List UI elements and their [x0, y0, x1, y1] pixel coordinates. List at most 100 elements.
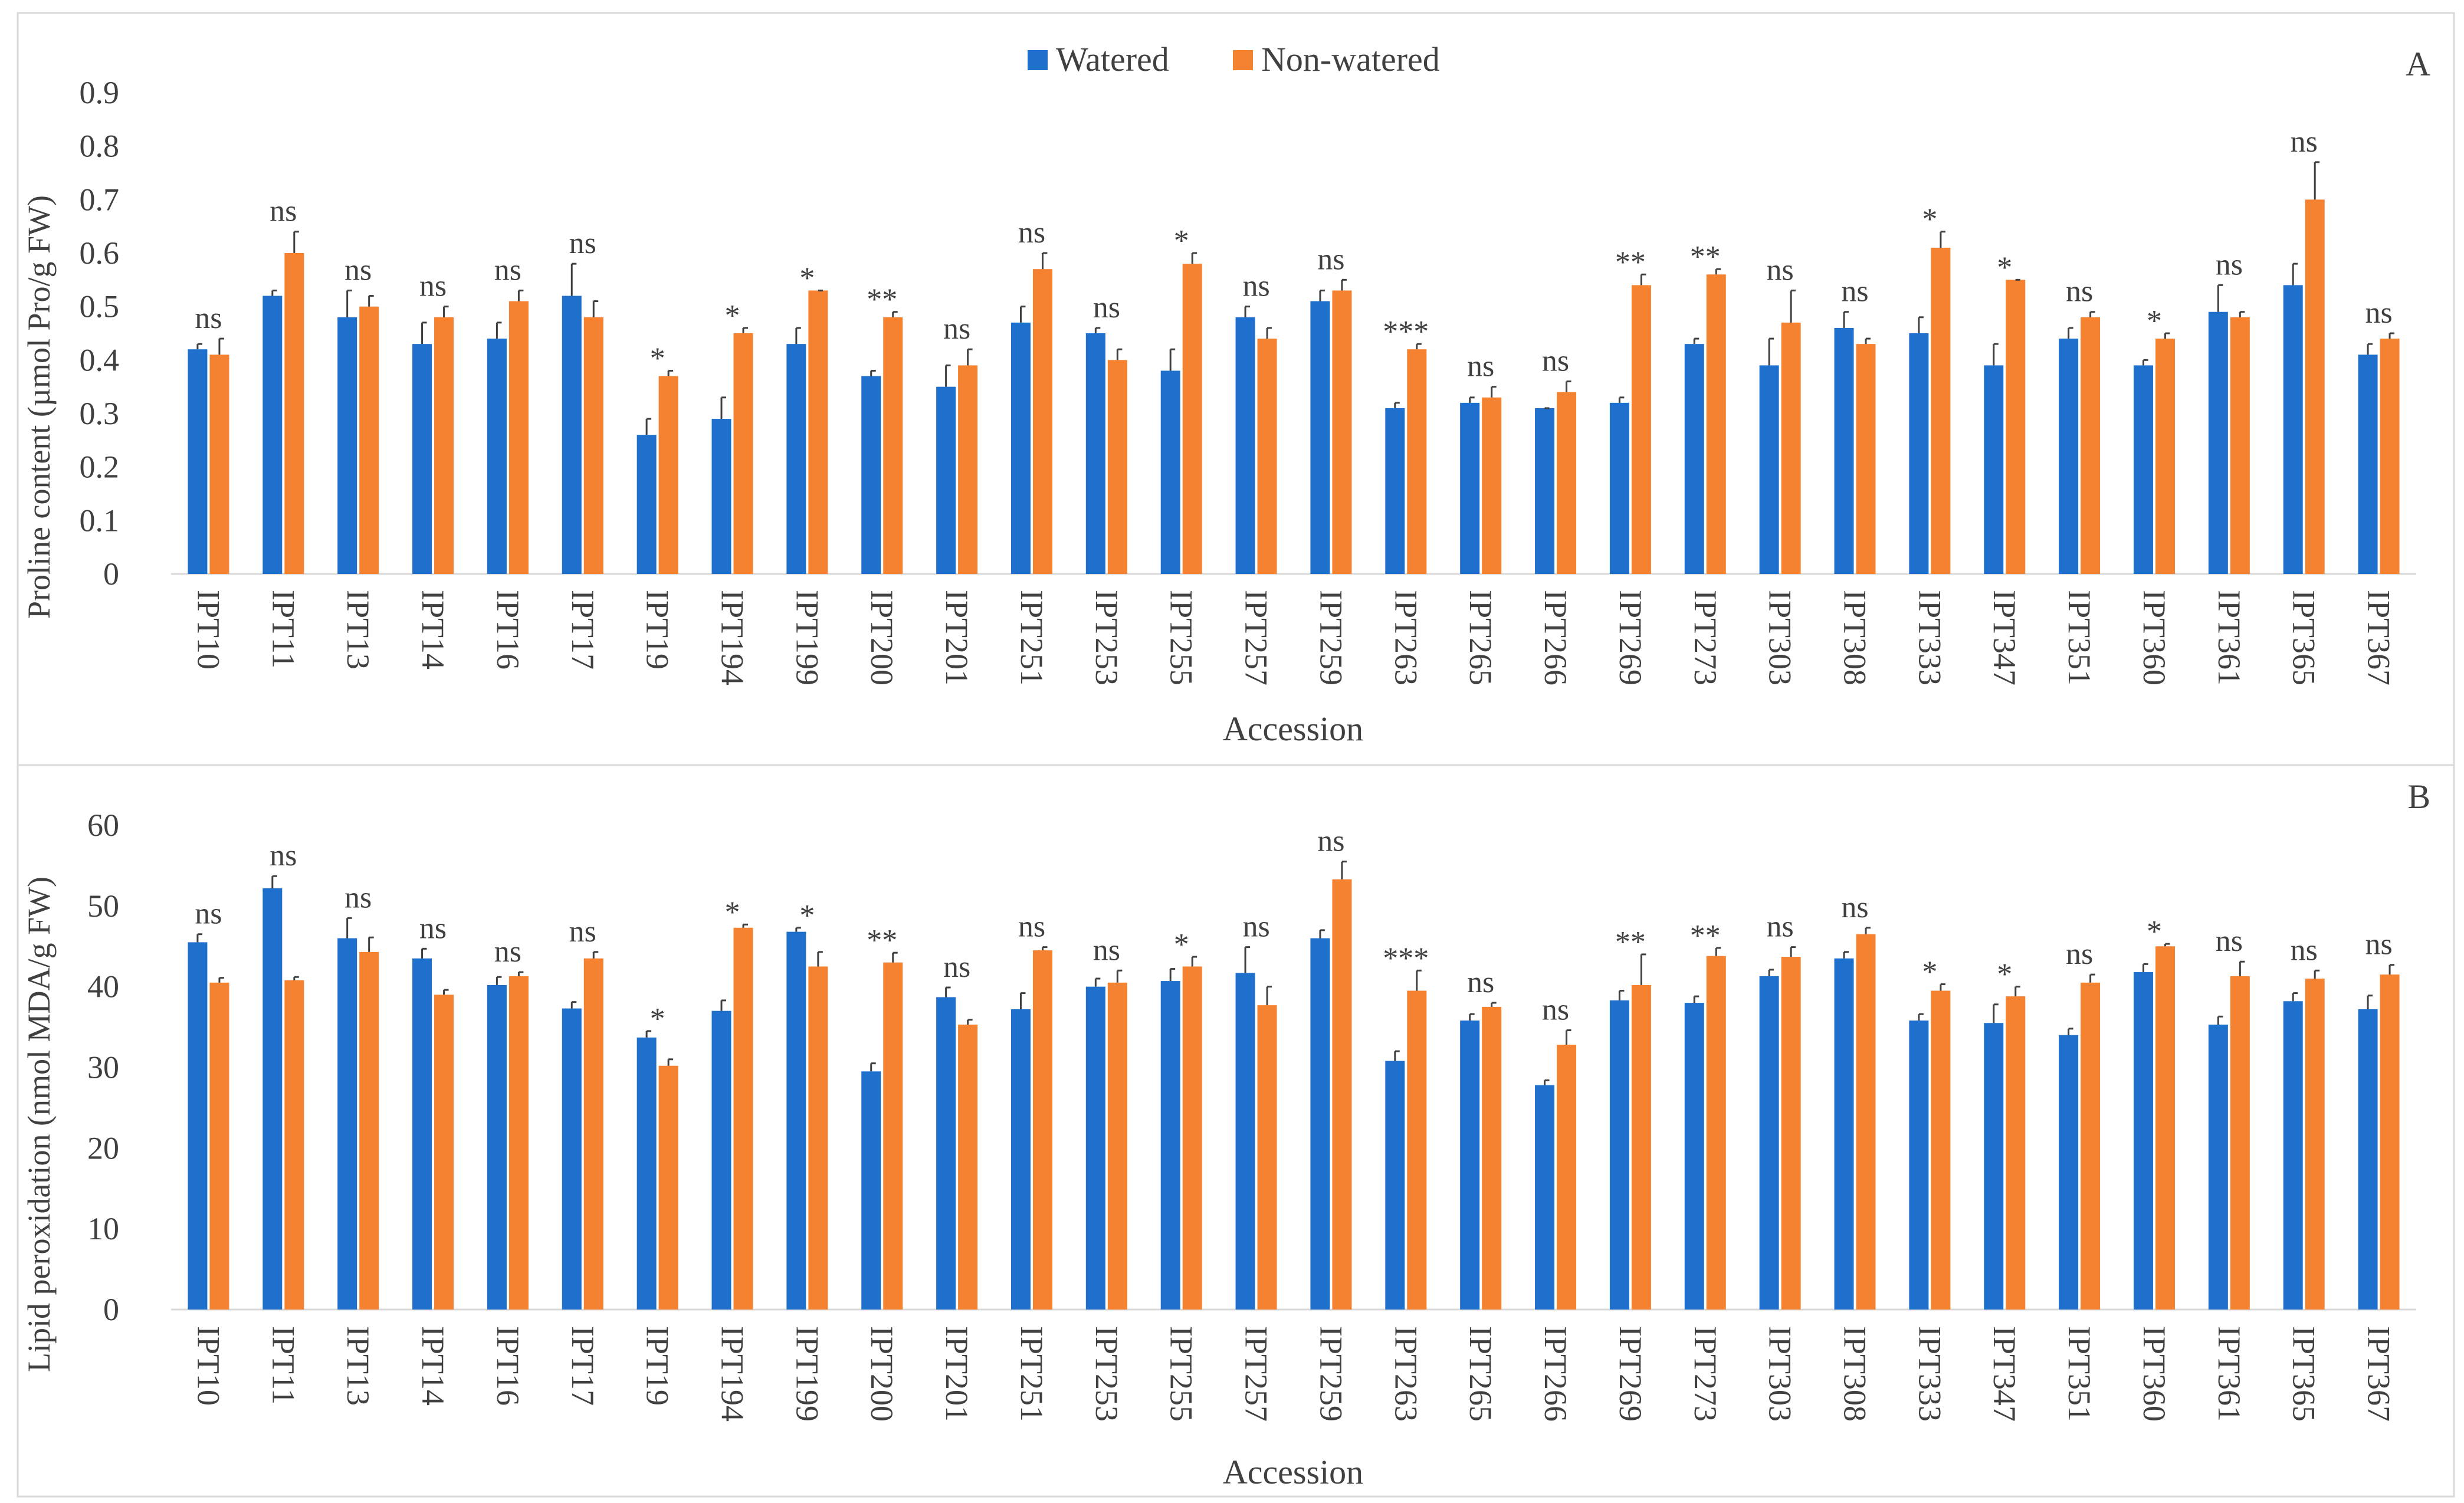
panel-a-category-label: IPT263	[1388, 590, 1423, 685]
panel-b-significance-label: ns	[943, 950, 970, 984]
panel-a-category-label: IPT273	[1688, 590, 1723, 685]
panel-b-significance-label: ns	[1018, 910, 1045, 944]
panel-a-bar-non-watered-ipt259	[1332, 290, 1352, 574]
panel-b-significance-label: ns	[2365, 928, 2392, 961]
panel-b-bar-non-watered-ipt333	[1931, 990, 1951, 1310]
panel-a-bar-non-watered-ipt361	[2230, 317, 2250, 574]
panel-a-category-label: IPT11	[265, 590, 301, 668]
panel-b-y-tick-label: 60	[87, 808, 119, 843]
legend: Watered Non-watered	[1028, 40, 1440, 78]
panel-a-x-axis-title: Accession	[1223, 710, 1363, 748]
panel-b-category-label: IPT194	[715, 1326, 750, 1422]
panel-a-bar-watered-ipt273	[1684, 344, 1704, 574]
panel-b-significance-label: ns	[1242, 910, 1269, 944]
panel-a-bar-non-watered-ipt253	[1107, 360, 1127, 574]
panel-b-plot-area: 0 10 20 30 40 50 60 ns IPT10 ns IPT11 ns IPT13 ns IPT1…	[87, 808, 2416, 1422]
panel-a-significance-label: ns	[943, 312, 970, 346]
panel-a-bar-watered-ipt269	[1609, 402, 1629, 574]
panel-b-bar-non-watered-ipt199	[808, 966, 828, 1310]
panel-a-category-label: IPT361	[2212, 590, 2247, 685]
panel-a-bar-watered-ipt200	[861, 376, 881, 574]
panel-b-category-label: IPT361	[2212, 1326, 2247, 1422]
panel-b-category-label: IPT17	[565, 1326, 601, 1406]
panel-a-bar-watered-ipt13	[337, 317, 357, 574]
panel-b-bar-non-watered-ipt200	[883, 962, 903, 1310]
panel-b-category-label: IPT201	[939, 1326, 975, 1422]
panel-b-bar-watered-ipt361	[2208, 1024, 2228, 1310]
panel-a-y-axis-title: Proline content (µmol Pro/g FW)	[21, 195, 57, 619]
panel-b-bar-watered-ipt255	[1160, 981, 1180, 1310]
panel-b-category-label: IPT10	[191, 1326, 226, 1406]
panel-b-bar-watered-ipt351	[2059, 1035, 2079, 1310]
panel-b-bar-watered-ipt201	[936, 997, 956, 1310]
panel-a-bar-watered-ipt265	[1460, 402, 1480, 574]
panel-b-bar-non-watered-ipt303	[1781, 957, 1801, 1310]
panel-a-category-label: IPT360	[2137, 590, 2172, 685]
panel-a-category-label: IPT347	[1987, 590, 2022, 685]
panel-b-significance-label: *	[799, 899, 815, 933]
panel-b-bar-watered-ipt360	[2133, 972, 2153, 1310]
panel-a-category-label: IPT308	[1838, 590, 1873, 685]
panel-a-bar-watered-ipt365	[2283, 285, 2303, 574]
panel-b-border	[17, 764, 2455, 1498]
panel-a-bar-non-watered-ipt201	[958, 365, 978, 574]
panel-a-category-label: IPT367	[2361, 590, 2397, 685]
panel-b-bar-watered-ipt269	[1609, 1000, 1629, 1310]
panel-b-bar-watered-ipt11	[263, 888, 283, 1310]
panel-b-bar-non-watered-ipt14	[434, 995, 454, 1310]
panel-b-bar-watered-ipt365	[2283, 1001, 2303, 1310]
panel-b-significance-label: ns	[1841, 891, 1868, 924]
panel-a-bar-non-watered-ipt265	[1482, 397, 1502, 574]
panel-a-significance-label: ns	[195, 301, 222, 335]
panel-b-bar-watered-ipt259	[1310, 938, 1330, 1310]
panel-a-y-tick-label: 0.9	[80, 75, 120, 110]
panel-a-bar-non-watered-ipt11	[284, 253, 304, 574]
panel-a-significance-label: *	[650, 342, 665, 375]
panel-b-bar-watered-ipt200	[861, 1071, 881, 1310]
panel-a-bar-non-watered-ipt251	[1032, 269, 1052, 574]
panel-a-bar-watered-ipt199	[786, 344, 806, 574]
panel-a-bar-non-watered-ipt16	[508, 301, 529, 574]
panel-b-significance-label: ns	[569, 915, 596, 949]
panel-b-category-label: IPT200	[864, 1326, 900, 1422]
panel-a-category-label: IPT303	[1763, 590, 1798, 685]
panel-b-y-tick-label: 40	[87, 969, 119, 1005]
panel-b-bar-watered-ipt347	[1984, 1023, 2004, 1310]
panel-a-y-tick-label: 0.8	[80, 129, 120, 164]
panel-b-category-label: IPT11	[265, 1326, 301, 1404]
panel-b-significance-label: ns	[2216, 924, 2243, 958]
panel-b: B Lipid peroxidation (nmol MDA/g FW) Acc…	[17, 764, 2455, 1498]
panel-b-bar-non-watered-ipt259	[1332, 879, 1352, 1310]
panel-a-bar-watered-ipt303	[1759, 365, 1779, 574]
panel-a-significance-label: ns	[1767, 253, 1794, 287]
panel-b-letter: B	[2407, 777, 2430, 816]
panel-a-significance-label: ns	[1542, 344, 1569, 378]
panel-a-bar-non-watered-ipt194	[733, 333, 753, 574]
panel-a-y-tick-label: 0.7	[80, 182, 120, 217]
panel-b-bar-watered-ipt266	[1535, 1085, 1555, 1310]
panel-b-category-label: IPT13	[340, 1326, 376, 1406]
panel-b-bar-watered-ipt263	[1385, 1061, 1405, 1310]
panel-a-bar-non-watered-ipt263	[1407, 349, 1427, 574]
panel-a-bar-watered-ipt347	[1984, 365, 2004, 574]
panel-a-bar-non-watered-ipt255	[1182, 264, 1202, 575]
panel-b-bar-watered-ipt367	[2358, 1009, 2378, 1310]
panel-b-bar-non-watered-ipt10	[209, 982, 229, 1310]
panel-a-category-label: IPT351	[2062, 590, 2097, 685]
panel-a-significance-label: ns	[2365, 296, 2392, 330]
panel-a-category-label: IPT200	[864, 590, 900, 685]
panel-b-category-label: IPT360	[2137, 1326, 2172, 1422]
panel-a-bar-watered-ipt257	[1235, 317, 1255, 574]
panel-b-category-label: IPT273	[1688, 1326, 1723, 1422]
panel-b-x-axis-title: Accession	[1223, 1453, 1363, 1491]
panel-a-significance-label: ns	[569, 227, 596, 260]
panel-b-bar-non-watered-ipt351	[2081, 982, 2101, 1310]
panel-b-significance-label: *	[1997, 958, 2012, 992]
panel-b-bar-non-watered-ipt11	[284, 980, 304, 1310]
panel-a-y-tick-label: 0.3	[80, 396, 120, 431]
panel-b-bar-watered-ipt257	[1235, 973, 1255, 1310]
panel-a-bar-non-watered-ipt199	[808, 290, 828, 574]
panel-b-bar-non-watered-ipt255	[1182, 966, 1202, 1310]
panel-a-significance-label: ns	[1093, 291, 1120, 324]
